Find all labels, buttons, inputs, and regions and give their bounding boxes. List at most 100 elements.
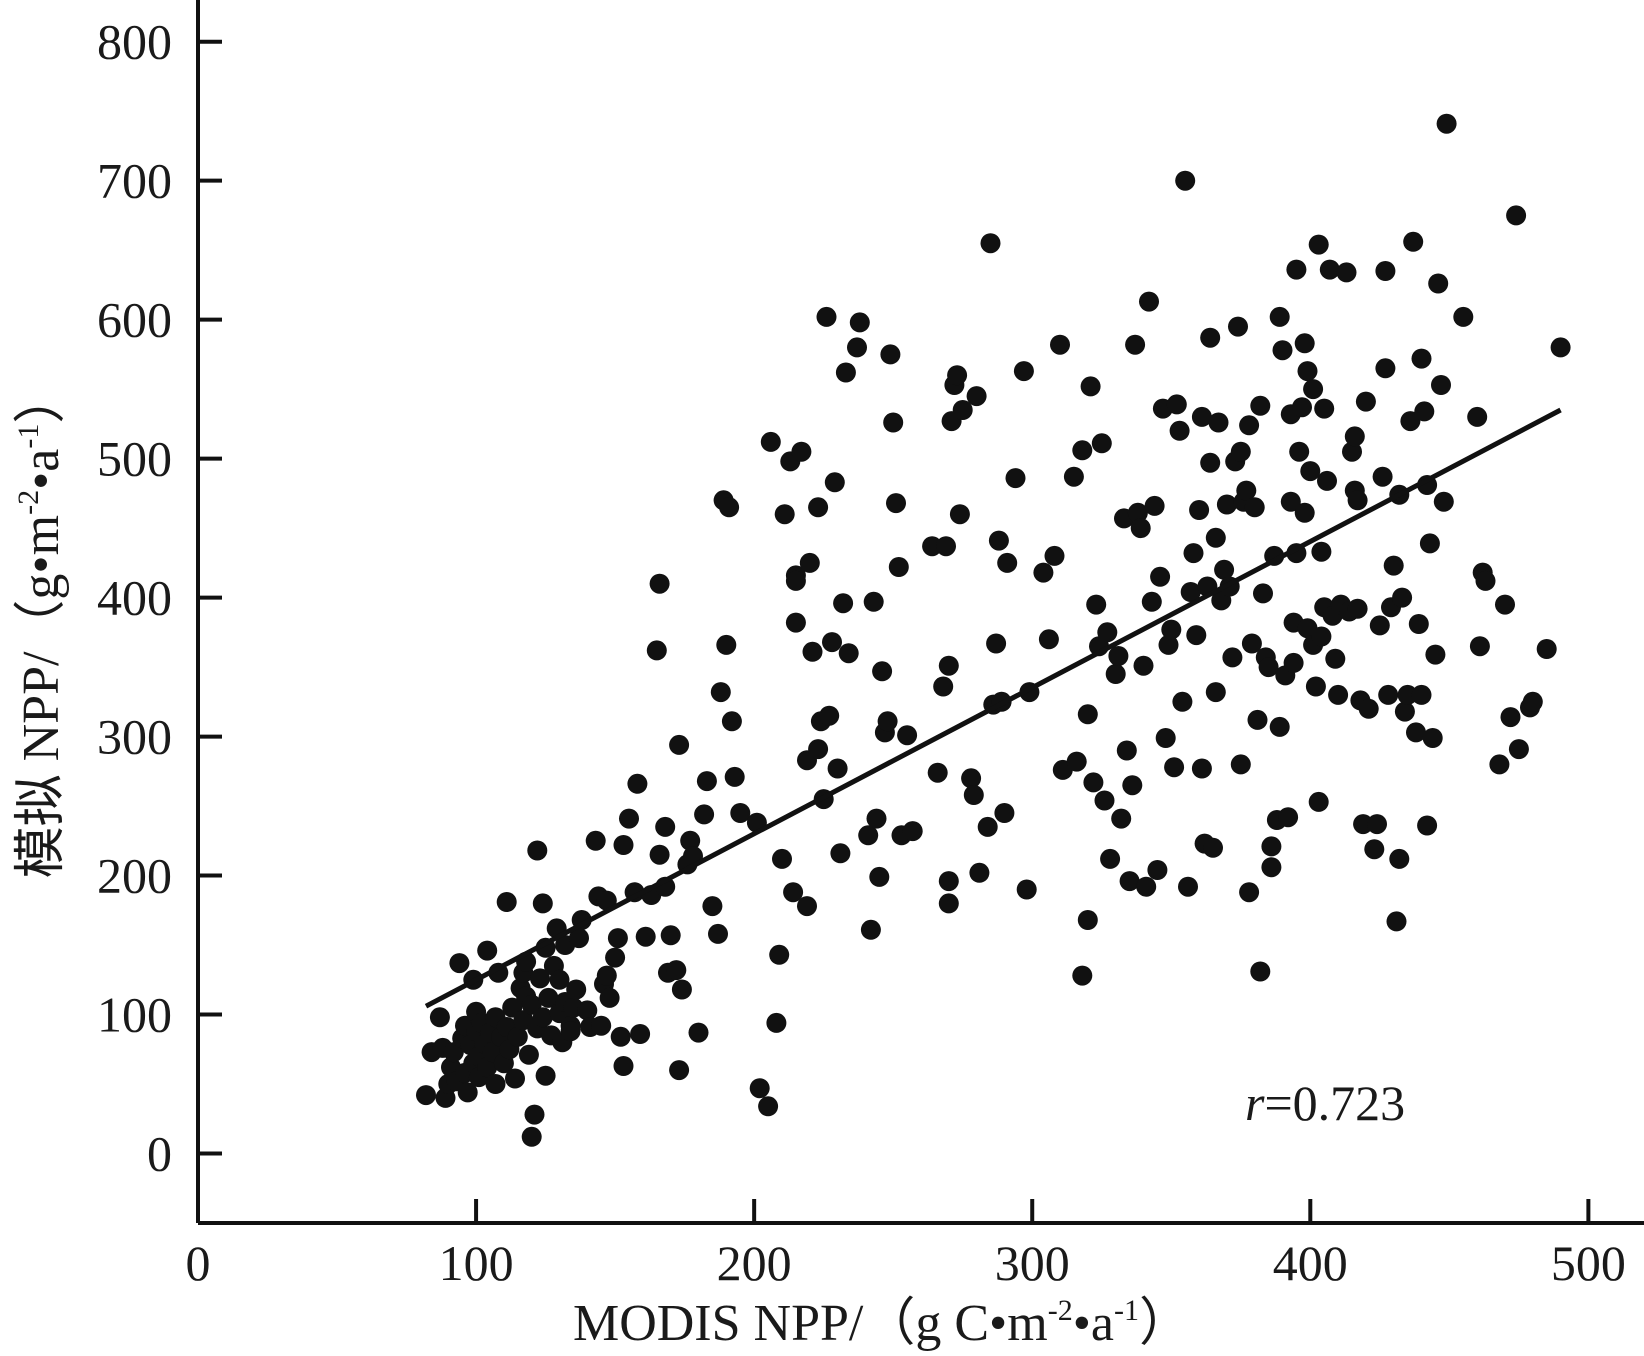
scatter-point (1386, 911, 1407, 932)
scatter-point (719, 497, 740, 518)
scatter-point (1403, 231, 1424, 252)
scatter-point (1216, 494, 1237, 515)
scatter-point (938, 893, 959, 914)
scatter-point (1136, 876, 1157, 897)
scatter-point (1208, 412, 1229, 433)
scatter-point (596, 965, 617, 986)
scatter-point (863, 591, 884, 612)
scatter-point (649, 573, 670, 594)
scatter-point (1367, 814, 1387, 835)
scatter-point (1378, 684, 1399, 705)
scatter-point (671, 979, 692, 1000)
scatter-point (716, 634, 737, 655)
scatter-point (1389, 848, 1410, 869)
scatter-point (808, 497, 829, 518)
x-tick-label: 200 (717, 1235, 792, 1291)
scatter-point (1180, 582, 1201, 602)
scatter-point (838, 643, 859, 664)
scatter-point (1141, 591, 1162, 612)
scatter-point (1050, 334, 1070, 355)
scatter-point (808, 739, 829, 760)
scatter-point (1400, 411, 1421, 432)
scatter-point (566, 979, 587, 1000)
scatter-point (833, 593, 854, 614)
scatter-point (1394, 701, 1415, 722)
scatter-point (724, 766, 745, 787)
scatter-point (872, 661, 893, 682)
scatter-point (1469, 636, 1490, 657)
scatter-point (1200, 327, 1221, 348)
scatter-point (1311, 626, 1332, 647)
scatter-point (532, 893, 553, 914)
scatter-point (635, 926, 656, 947)
scatter-point (883, 412, 904, 433)
scatter-point (1239, 882, 1260, 903)
scatter-point (1308, 234, 1329, 255)
scatter-point (530, 968, 550, 989)
scatter-point (783, 882, 804, 903)
scatter-point (1272, 340, 1293, 361)
scatter-point (1303, 379, 1324, 400)
scatter-point (1038, 629, 1059, 650)
scatter-point (758, 1096, 779, 1117)
y-tick-label: 600 (97, 292, 172, 348)
scatter-point (880, 344, 901, 365)
scatter-point (1372, 466, 1393, 487)
scatter-point (1183, 543, 1204, 564)
scatter-point (630, 1024, 651, 1044)
scatter-point (710, 682, 731, 703)
scatter-point (1336, 262, 1357, 283)
scatter-point (1258, 657, 1279, 678)
scatter-point (1111, 808, 1132, 829)
scatter-point (527, 840, 548, 861)
scatter-point (521, 1126, 542, 1147)
y-tick-label: 200 (97, 848, 172, 904)
scatter-point (1375, 358, 1396, 379)
y-tick-label: 0 (147, 1126, 172, 1182)
scatter-point (1414, 401, 1435, 422)
scatter-point (660, 925, 681, 946)
scatter-point (1311, 541, 1332, 562)
scatter-point (791, 441, 812, 462)
scatter-point (969, 862, 990, 883)
y-tick-label: 100 (97, 987, 172, 1043)
scatter-point (1072, 965, 1093, 986)
scatter-point (1186, 625, 1207, 646)
scatter-point (774, 504, 795, 525)
scatter-point (1436, 113, 1457, 134)
scatter-point (1294, 502, 1315, 523)
scatter-point (986, 633, 1007, 654)
scatter-point (532, 1007, 553, 1028)
y-tick-label: 500 (97, 431, 172, 487)
scatter-point (1431, 375, 1451, 395)
scatter-point (708, 923, 728, 944)
scatter-point (1397, 684, 1418, 705)
scatter-point (1286, 259, 1307, 280)
scatter-point (936, 536, 956, 557)
scatter-point (1297, 361, 1318, 382)
scatter-point (591, 1015, 612, 1036)
scatter-point (1033, 562, 1054, 583)
scatter-point (866, 808, 887, 829)
scatter-point (1308, 791, 1329, 812)
scatter-point (1230, 754, 1251, 775)
scatter-point (1344, 426, 1365, 447)
scatter-point (769, 944, 790, 965)
scatter-point (847, 337, 867, 358)
scatter-point (827, 758, 848, 779)
regression-line (424, 407, 1562, 1009)
scatter-point (938, 871, 959, 892)
scatter-point (1169, 420, 1190, 441)
scatter-point (1411, 348, 1432, 369)
scatter-point (1158, 634, 1179, 655)
scatter-point (1122, 775, 1143, 796)
scatter-point (1550, 337, 1571, 358)
scatter-point (1495, 594, 1515, 615)
scatter-point (766, 1012, 787, 1033)
scatter-point (627, 773, 648, 794)
scatter-point (1066, 751, 1087, 772)
correlation-value: =0.723 (1264, 1075, 1405, 1131)
scatter-point (1292, 397, 1312, 418)
y-tick-label: 800 (97, 14, 172, 70)
